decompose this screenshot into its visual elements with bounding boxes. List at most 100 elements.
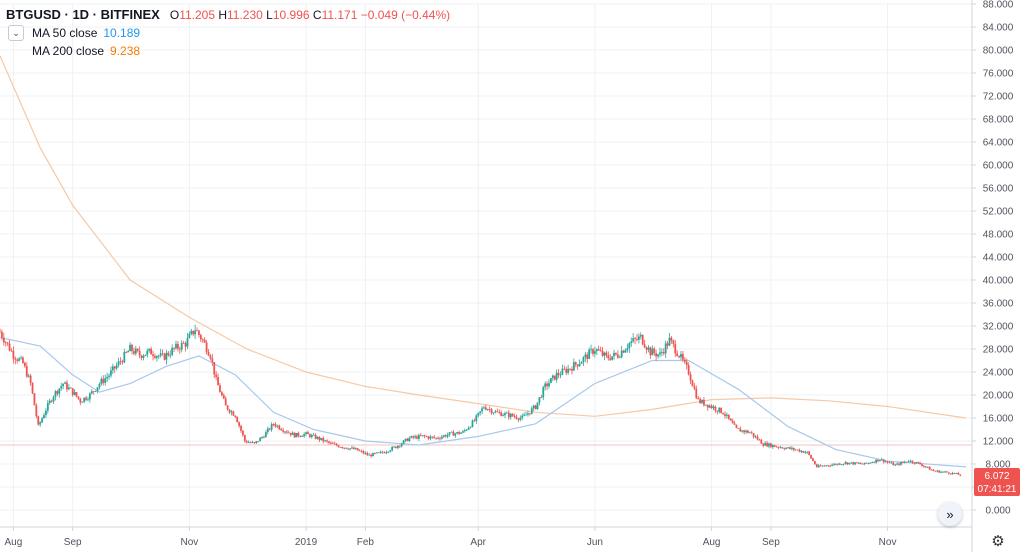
candle: [576, 364, 579, 371]
candle: [953, 472, 956, 475]
candle: [791, 445, 793, 451]
candle: [798, 448, 801, 453]
open-value: 11.205: [179, 8, 215, 22]
candle: [330, 441, 332, 445]
candle: [364, 451, 367, 455]
ma200-label[interactable]: MA 200 close: [32, 44, 105, 58]
price-axis[interactable]: 88.000 84.000 80.000 76.000 72.000 68.000 64.0…: [972, 0, 1014, 517]
candle: [825, 464, 828, 467]
candle: [178, 346, 181, 354]
candle: [890, 461, 893, 464]
candle: [940, 470, 943, 474]
candle: [73, 389, 76, 396]
candle: [666, 340, 669, 349]
candle: [341, 446, 344, 449]
candle: [737, 427, 740, 429]
candle: [71, 388, 74, 397]
ma200-legend-row: MA 200 close 9.238: [6, 42, 450, 60]
candle: [159, 348, 162, 358]
ma50-label[interactable]: MA 50 close: [32, 26, 98, 40]
candle: [351, 445, 353, 450]
candle: [205, 339, 208, 355]
candle: [345, 447, 348, 450]
candle: [701, 399, 703, 404]
candle: [817, 464, 820, 468]
candle: [689, 371, 692, 385]
candle: [548, 379, 550, 389]
candle: [335, 442, 338, 447]
candle: [882, 459, 885, 464]
price-tick-label: 36.000: [983, 299, 1014, 310]
candle: [886, 460, 889, 464]
candle: [52, 395, 55, 405]
candle: [79, 397, 82, 406]
candle: [6, 342, 9, 347]
candle: [913, 461, 916, 465]
candle: [676, 350, 679, 357]
time-tick-label: 2019: [295, 537, 318, 548]
candle: [20, 355, 22, 360]
candle: [768, 442, 770, 449]
candle: [287, 430, 290, 434]
candle: [775, 445, 778, 448]
candle: [458, 430, 460, 436]
candle: [419, 432, 422, 437]
candle: [115, 362, 118, 371]
candle: [483, 405, 485, 410]
time-tick-label: Aug: [4, 537, 22, 548]
candle: [293, 432, 296, 438]
candle: [546, 381, 548, 391]
symbol-title[interactable]: BTGUSD · 1D · BITFINEX: [6, 7, 160, 22]
candle: [213, 361, 216, 379]
candle: [861, 463, 864, 465]
candle: [469, 426, 472, 429]
candle: [444, 434, 447, 438]
candle: [127, 349, 130, 353]
candle: [418, 433, 420, 442]
double-chevron-right-icon[interactable]: »: [938, 502, 962, 526]
candle: [789, 446, 791, 450]
close-value: 11.171: [321, 8, 358, 22]
candle: [869, 462, 872, 464]
candle: [89, 392, 91, 403]
time-axis[interactable]: Aug Sep Nov 2019 Feb Apr Jun Aug Sep Nov: [4, 527, 896, 548]
candle: [752, 433, 755, 439]
candle: [251, 440, 254, 444]
candle: [391, 445, 394, 452]
high-label: H: [218, 8, 228, 22]
candle: [804, 450, 807, 455]
candle: [494, 409, 497, 414]
candle: [14, 356, 17, 365]
candle: [574, 361, 577, 368]
ma50-line: [0, 336, 967, 468]
candle: [500, 410, 503, 417]
price-tick-label: 68.000: [983, 115, 1014, 126]
candle: [532, 404, 535, 412]
gear-icon[interactable]: ⚙: [991, 533, 1005, 550]
candle: [720, 407, 723, 414]
candle: [685, 358, 688, 370]
candle: [339, 446, 342, 448]
chevron-down-icon[interactable]: ⌄: [8, 25, 24, 41]
candle: [217, 373, 219, 386]
candle: [678, 355, 680, 359]
candle: [578, 359, 581, 367]
ma200-line: [0, 55, 967, 419]
candle: [238, 421, 241, 429]
candle: [785, 446, 788, 450]
price-tick-label: 76.000: [983, 69, 1014, 80]
candle: [16, 357, 19, 364]
candle: [318, 436, 321, 443]
candle: [354, 447, 357, 450]
price-tick-label: 16.000: [983, 414, 1014, 425]
candle: [748, 431, 751, 434]
price-tick-label: 84.000: [983, 23, 1014, 34]
candle: [268, 427, 271, 431]
candle: [377, 452, 380, 454]
candle: [959, 474, 962, 477]
candle: [662, 348, 665, 356]
candle: [569, 368, 571, 371]
time-tick-label: Aug: [703, 537, 721, 548]
candle: [926, 466, 929, 469]
